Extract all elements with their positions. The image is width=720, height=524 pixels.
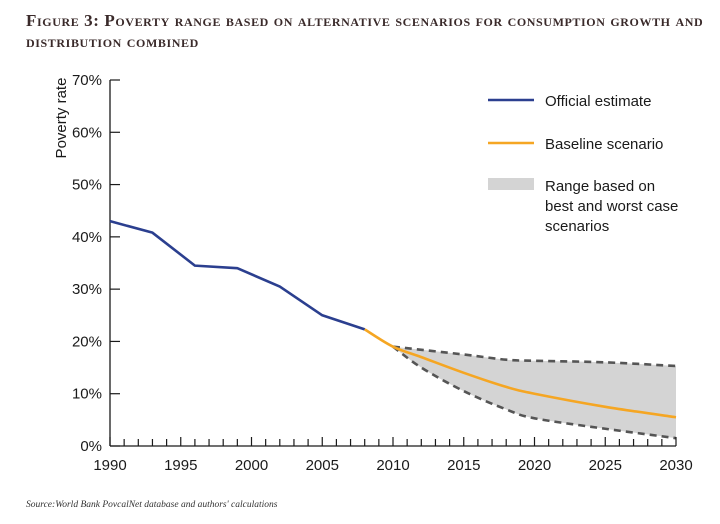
- x-tick-label: 2010: [376, 457, 409, 474]
- y-tick-label: 60%: [72, 124, 102, 141]
- range-lower-bound: [392, 345, 677, 440]
- y-tick-label: 20%: [72, 333, 102, 350]
- legend-label: best and worst case: [545, 198, 678, 215]
- series-official-estimate: [109, 219, 366, 331]
- series-baseline-scenario: [364, 328, 677, 419]
- source-note: Source:World Bank PovcalNet database and…: [26, 500, 278, 510]
- y-tick-label: 0%: [80, 438, 102, 455]
- figure-title: Figure 3: Poverty range based on alterna…: [26, 11, 704, 51]
- x-tick-label: 2020: [518, 457, 551, 474]
- x-tick-label: 2000: [235, 457, 268, 474]
- legend-label: Official estimate: [545, 93, 651, 110]
- y-tick-label: 40%: [72, 229, 102, 246]
- y-axis-title: Poverty rate: [53, 78, 70, 159]
- x-tick-label: 2015: [447, 457, 480, 474]
- legend-range-swatch: [488, 178, 534, 190]
- y-tick-label: 10%: [72, 386, 102, 403]
- x-tick-label: 2025: [589, 457, 622, 474]
- y-tick-label: 50%: [72, 177, 102, 194]
- x-tick-label: 1995: [164, 457, 197, 474]
- x-tick-label: 1990: [93, 457, 126, 474]
- ticks-layer: 1990 1995 2000 2005 2010 2015 2020 2025 2030 0% 10…: [72, 72, 693, 474]
- series-layer: [109, 219, 677, 419]
- x-tick-label: 2030: [659, 457, 692, 474]
- range-upper-bound: [392, 345, 677, 368]
- x-tick-label: 2005: [306, 457, 339, 474]
- y-tick-label: 70%: [72, 72, 102, 89]
- y-tick-label: 30%: [72, 281, 102, 298]
- legend-label: scenarios: [545, 218, 609, 235]
- legend-label: Range based on: [545, 178, 655, 195]
- legend-label: Baseline scenario: [545, 136, 663, 153]
- chart-legend: Official estimate Baseline scenario Range …: [488, 93, 678, 235]
